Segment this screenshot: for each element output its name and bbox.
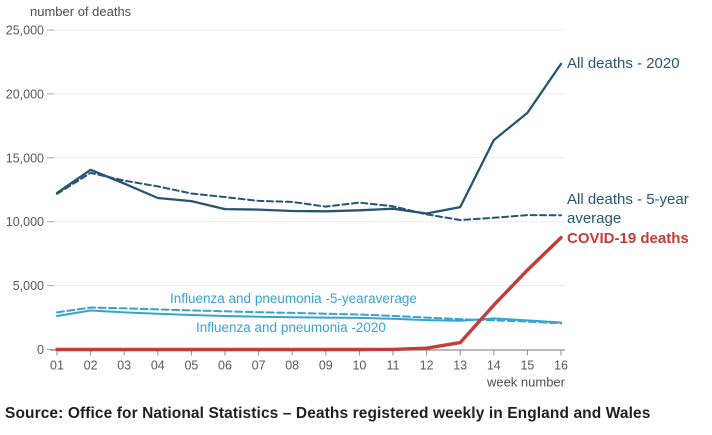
- series-line-all-deaths-2020: [55, 62, 563, 215]
- y-tick-label: 20,000: [6, 87, 44, 101]
- x-axis-title: week number: [486, 375, 566, 390]
- x-tick-label: 13: [453, 359, 467, 373]
- y-tick-label: 15,000: [6, 151, 44, 165]
- source-caption: Source: Office for National Statistics –…: [5, 405, 651, 422]
- x-tick-label: 12: [420, 359, 434, 373]
- y-axis-title: number of deaths: [30, 4, 132, 19]
- x-tick-label: 04: [151, 359, 165, 373]
- x-tick-label: 09: [319, 359, 333, 373]
- x-tick-label: 15: [520, 359, 534, 373]
- y-tick-label: 5,000: [13, 279, 44, 293]
- series-label-influenza-pneumonia-2020: Influenza and pneumonia -2020: [196, 320, 386, 335]
- series-line-all-deaths-5-year-average: [56, 171, 562, 221]
- series-line-covid-19-deaths: [55, 235, 563, 352]
- y-tick-label: 0: [37, 343, 44, 357]
- x-tick-label: 01: [50, 359, 64, 373]
- x-tick-label: 16: [554, 359, 568, 373]
- x-tick-label: 02: [84, 359, 98, 373]
- x-tick-label: 03: [117, 359, 131, 373]
- weekly-deaths-line-chart: 0 5,000 10,000 15,000 20,000 25,000 01 02 03 04 05…: [6, 4, 689, 390]
- series-label-all-deaths-2020: All deaths - 2020: [567, 55, 680, 72]
- x-tick-label: 08: [285, 359, 299, 373]
- x-tick-label: 14: [487, 359, 501, 373]
- y-tick-label: 25,000: [6, 24, 44, 38]
- x-tick-label: 07: [252, 359, 266, 373]
- x-tick-label: 10: [352, 359, 366, 373]
- y-tick-label: 10,000: [6, 215, 44, 229]
- x-tick-label: 05: [184, 359, 198, 373]
- series-line-influenza-pneumonia-2020: [56, 309, 562, 324]
- series-label-all-deaths-5-year-average: All deaths - 5-year: [567, 191, 689, 208]
- series-label-influenza-pneumonia-5-year-average: Influenza and pneumonia -5-yearaverage: [170, 291, 417, 306]
- series-label-covid-19-deaths: COVID-19 deaths: [567, 230, 689, 247]
- x-tick-label: 06: [218, 359, 232, 373]
- chart-figure: 0 5,000 10,000 15,000 20,000 25,000 01 02 03 04 05…: [6, 4, 689, 390]
- series-label-all-deaths-5-year-average: average: [567, 210, 621, 227]
- x-tick-label: 11: [387, 359, 400, 373]
